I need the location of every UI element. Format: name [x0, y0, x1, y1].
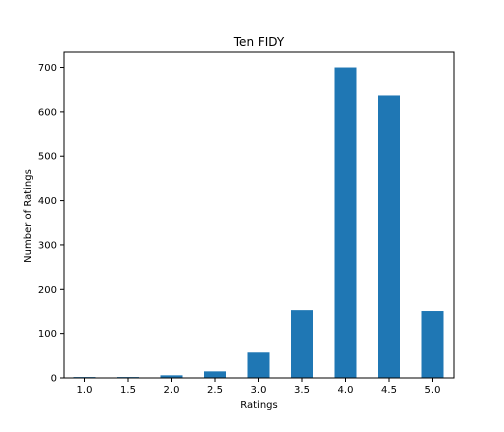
y-tick-label: 400	[38, 196, 57, 207]
x-tick-label: 2.5	[207, 385, 223, 396]
y-tick-label: 600	[38, 107, 57, 118]
bar-2.5	[204, 371, 226, 378]
x-axis-label: Ratings	[240, 400, 277, 411]
y-tick-label: 300	[38, 240, 57, 251]
x-tick-label: 1.0	[77, 385, 93, 396]
bar-2.0	[160, 375, 183, 378]
y-tick-label: 500	[38, 152, 57, 163]
bar-3.5	[291, 310, 313, 378]
plot-frame	[63, 51, 455, 379]
y-axis-label: Number of Ratings	[23, 169, 34, 263]
chart-title: Ten FIDY	[233, 35, 285, 49]
bar-5.0	[421, 311, 444, 378]
bar-3.0	[247, 352, 270, 378]
x-tick-label: 2.0	[164, 385, 180, 396]
bar-4.0	[334, 67, 357, 379]
x-tick-label: 3.0	[251, 385, 267, 396]
x-tick-label: 1.5	[120, 385, 136, 396]
y-tick-label: 0	[51, 374, 57, 385]
x-tick-label: 3.5	[294, 385, 310, 396]
x-tick-label: 5.0	[425, 385, 441, 396]
y-tick-label: 200	[38, 285, 57, 296]
x-tick-label: 4.0	[338, 385, 354, 396]
y-tick-label: 700	[38, 63, 57, 74]
y-tick-label: 100	[38, 329, 57, 340]
bar-4.5	[378, 95, 400, 378]
x-tick-label: 4.5	[381, 385, 397, 396]
